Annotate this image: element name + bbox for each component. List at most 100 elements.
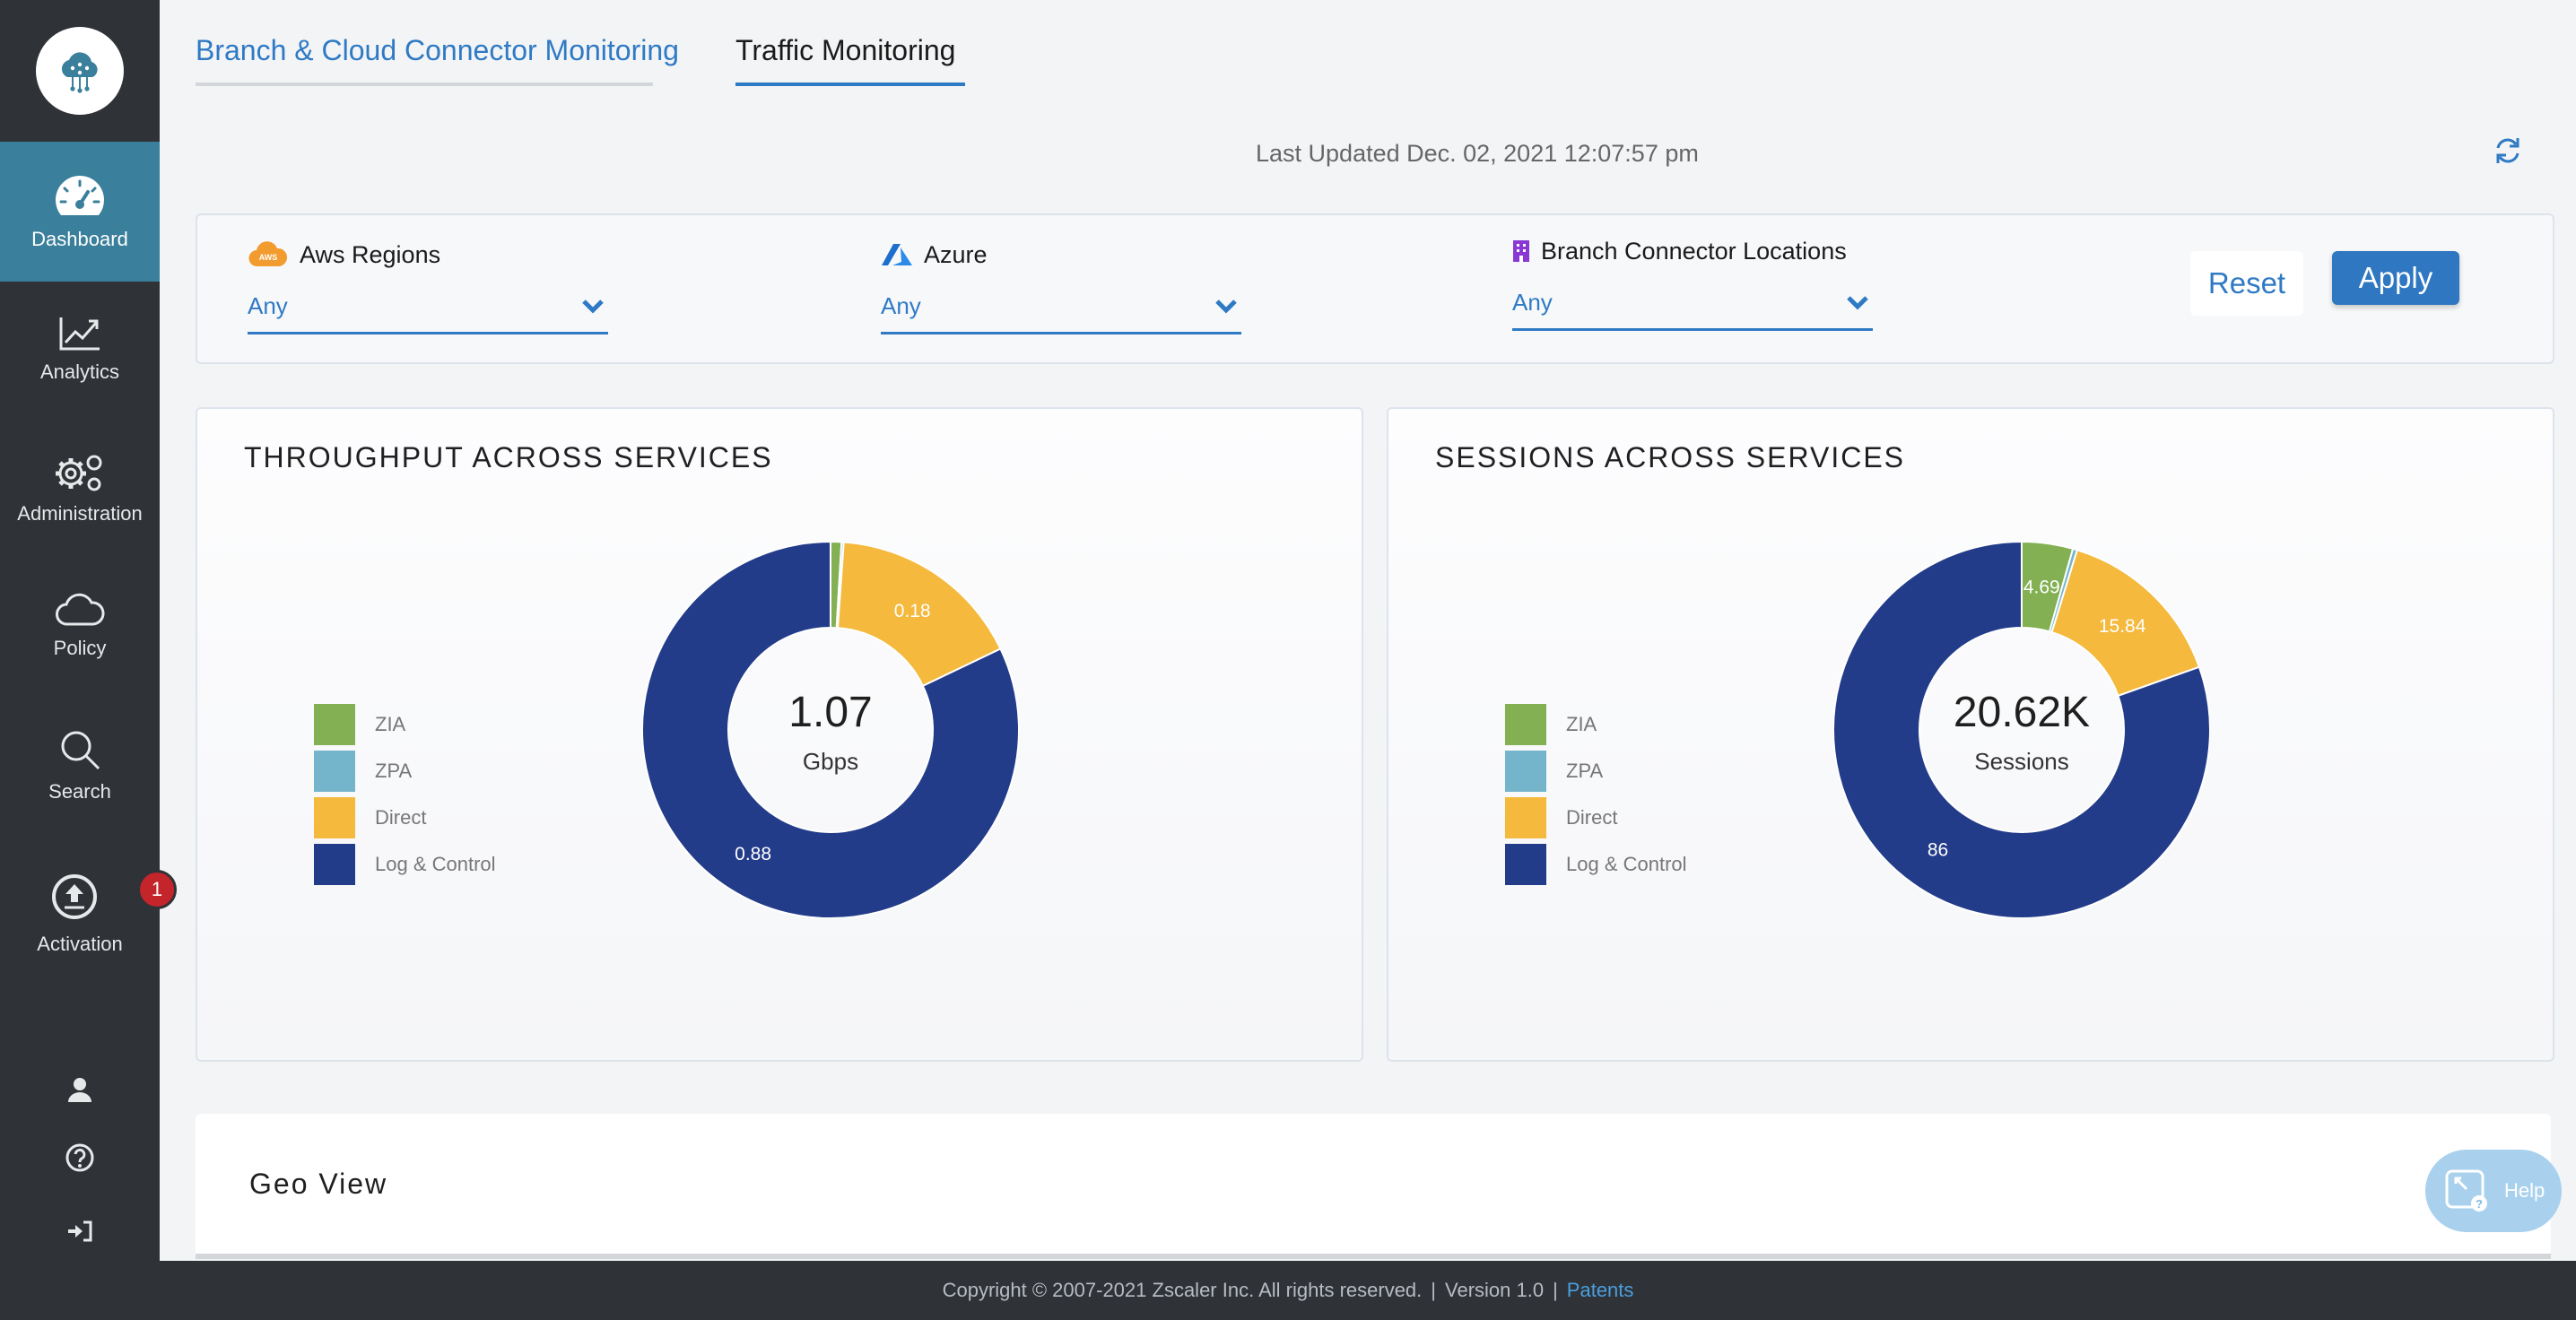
geo-view-card: Geo View <box>196 1114 2551 1259</box>
upload-icon <box>52 874 97 919</box>
throughput-title: THROUGHPUT ACROSS SERVICES <box>244 441 773 473</box>
chevron-down-icon <box>582 300 604 314</box>
aws-regions-filter: AWS Aws Regions Any <box>248 237 608 334</box>
gears-icon <box>56 455 102 491</box>
legend-item[interactable]: Direct <box>314 795 496 841</box>
footer-separator: | <box>1553 1279 1558 1301</box>
legend-item[interactable]: Direct <box>1505 795 1687 841</box>
user-profile-button[interactable] <box>57 1067 102 1112</box>
filter-panel: AWS Aws Regions Any Azure Any B <box>196 213 2554 364</box>
patents-link[interactable]: Patents <box>1566 1279 1634 1301</box>
donut-data-label: 4.69 <box>2023 578 2060 598</box>
legend-item[interactable]: ZPA <box>314 748 496 795</box>
legend-label: Direct <box>1566 806 1618 829</box>
user-icon <box>68 1078 91 1102</box>
legend-swatch <box>314 704 355 745</box>
sessions-card: SESSIONS ACROSS SERVICES ZIA ZPA Direct … <box>1387 407 2554 1062</box>
legend-label: Log & Control <box>1566 853 1687 875</box>
branch-connector-locations-filter: Branch Connector Locations Any <box>1512 233 1873 331</box>
legend-item[interactable]: Log & Control <box>1505 841 1687 888</box>
legend-swatch <box>1505 844 1546 885</box>
legend-swatch <box>314 797 355 838</box>
throughput-card: THROUGHPUT ACROSS SERVICES ZIA ZPA Direc… <box>196 407 1363 1062</box>
tab-traffic-monitoring[interactable]: Traffic Monitoring <box>735 27 965 86</box>
sidebar-item-label: Administration <box>17 502 143 525</box>
donut-data-label: 86 <box>1928 839 1948 860</box>
version-text: Version 1.0 <box>1445 1279 1545 1301</box>
legend-item[interactable]: Log & Control <box>314 841 496 888</box>
sidebar-item-label: Dashboard <box>31 228 128 250</box>
legend-label: Log & Control <box>375 853 496 875</box>
aws-regions-value: Any <box>248 291 288 319</box>
donut-data-label: 15.84 <box>2099 616 2146 637</box>
legend-label: Direct <box>375 806 427 829</box>
sidebar-item-administration[interactable]: Administration <box>0 418 160 558</box>
legend-swatch <box>1505 751 1546 792</box>
donut-slice-log-control[interactable] <box>1833 542 2210 918</box>
legend-item[interactable]: ZIA <box>1505 701 1687 748</box>
refresh-icon[interactable] <box>2492 135 2524 167</box>
apply-button[interactable]: Apply <box>2332 251 2459 305</box>
branch-connector-label-row: Branch Connector Locations <box>1512 233 1873 269</box>
cloud-icon <box>56 593 105 626</box>
sidebar-item-label: Analytics <box>39 360 120 383</box>
throughput-donut-chart: 0.18 0.88 1.07 Gbps <box>642 542 1019 918</box>
azure-select[interactable]: Any <box>881 280 1241 334</box>
sidebar-item-activation[interactable]: 1 Activation <box>0 841 177 981</box>
donut-center-value: 20.62K <box>1954 689 2090 736</box>
svg-text:AWS: AWS <box>259 253 278 262</box>
sign-out-icon <box>68 1220 92 1242</box>
legend-swatch <box>1505 797 1546 838</box>
reset-button[interactable]: Reset <box>2190 251 2303 316</box>
chevron-down-icon <box>1215 300 1237 314</box>
azure-label: Azure <box>924 240 988 268</box>
sessions-donut-chart: 4.69 15.84 86 20.62K Sessions <box>1833 542 2210 918</box>
sidebar-item-label: Activation <box>37 933 123 955</box>
activation-icon-wrap: 1 <box>51 866 177 924</box>
legend-label: ZIA <box>1566 713 1597 735</box>
sessions-legend: ZIA ZPA Direct Log & Control <box>1505 701 1687 888</box>
sidebar-item-search[interactable]: Search <box>0 696 160 836</box>
sidebar-item-dashboard[interactable]: Dashboard <box>0 142 160 282</box>
donut-slice-log-control[interactable] <box>642 542 1019 918</box>
aws-regions-label-row: AWS Aws Regions <box>248 237 608 273</box>
azure-filter: Azure Any <box>881 237 1241 334</box>
legend-swatch <box>314 751 355 792</box>
svg-text:?: ? <box>2476 1197 2483 1211</box>
sidebar: Dashboard Analytics Administration Polic… <box>0 0 177 1320</box>
search-icon <box>61 731 100 770</box>
legend-swatch <box>314 844 355 885</box>
help-button[interactable]: ? Help <box>2425 1150 2562 1232</box>
help-expand-icon: ? <box>2445 1169 2487 1211</box>
branch-connector-select[interactable]: Any <box>1512 276 1873 331</box>
legend-swatch <box>1505 704 1546 745</box>
app-logo[interactable] <box>36 27 124 115</box>
legend-label: ZPA <box>375 760 413 782</box>
aws-cloud-icon: AWS <box>248 241 288 267</box>
legend-item[interactable]: ZIA <box>314 701 496 748</box>
geo-view-title: Geo View <box>249 1168 388 1200</box>
donut-slice-direct[interactable] <box>2050 549 2201 698</box>
sign-out-button[interactable] <box>57 1209 102 1254</box>
aws-regions-select[interactable]: Any <box>248 280 608 334</box>
azure-value: Any <box>881 291 921 319</box>
legend-item[interactable]: ZPA <box>1505 748 1687 795</box>
sidebar-item-policy[interactable]: Policy <box>0 556 160 696</box>
sidebar-item-analytics[interactable]: Analytics <box>0 280 160 420</box>
donut-center-unit: Gbps <box>803 748 858 775</box>
chevron-down-icon <box>1847 296 1868 310</box>
donut-slice-direct[interactable] <box>836 542 1002 688</box>
branch-connector-value: Any <box>1512 288 1553 316</box>
donut-data-label: 0.18 <box>894 601 931 621</box>
donut-data-label: 0.88 <box>735 844 771 864</box>
tab-branch-cloud-connector-monitoring[interactable]: Branch & Cloud Connector Monitoring <box>196 27 679 86</box>
legend-label: ZIA <box>375 713 406 735</box>
sidebar-item-label: Search <box>48 780 111 803</box>
donut-center-value: 1.07 <box>788 689 872 736</box>
help-link[interactable] <box>57 1135 102 1180</box>
sidebar-item-label: Policy <box>53 637 107 659</box>
help-label: Help <box>2504 1179 2546 1202</box>
branch-connector-label: Branch Connector Locations <box>1541 237 1847 265</box>
footer-separator: | <box>1431 1279 1436 1301</box>
footer: Copyright © 2007-2021 Zscaler Inc. All r… <box>0 1261 2576 1320</box>
